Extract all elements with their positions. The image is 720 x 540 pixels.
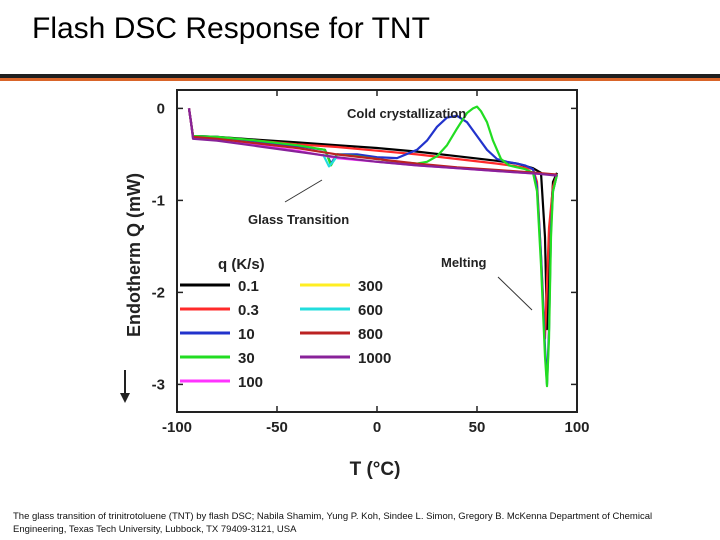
legend-label: 0.3 <box>238 302 259 319</box>
legend: q (K/s) 0.1 0.3 10 30 100 300 600 800 1000 <box>180 256 391 391</box>
y-axis-label: Endotherm Q (mW) <box>124 173 144 337</box>
x-tick-label: 0 <box>373 419 381 436</box>
y-tick-label: -2 <box>152 284 165 301</box>
legend-title: q (K/s) <box>218 256 265 273</box>
annotation-cold-crystallization: Cold crystallization <box>347 106 466 121</box>
x-tick-label: -100 <box>162 419 192 436</box>
glass-transition-pointer <box>284 179 323 203</box>
legend-label: 0.1 <box>238 278 259 295</box>
chart-svg: Endotherm Q (mW) T (°C) -100 -50 0 50 1000-1… <box>120 89 590 480</box>
x-tick-label: -50 <box>266 419 288 436</box>
endotherm-arrow-head <box>120 393 130 403</box>
legend-label: 300 <box>358 278 383 295</box>
y-tick-label: -3 <box>152 376 165 393</box>
y-axis-title: Endotherm Q (mW) <box>120 173 144 403</box>
legend-label: 100 <box>238 374 263 391</box>
title-rule <box>0 74 720 80</box>
annotation-melting: Melting <box>441 255 487 270</box>
series-line-600 <box>322 153 338 168</box>
x-tick-label: 50 <box>469 419 486 436</box>
annotations: Cold crystallization Glass Transition Me… <box>248 106 533 311</box>
x-axis-label: T (°C) <box>350 459 401 480</box>
figure-caption: The glass transition of trinitrotoluene … <box>13 511 653 535</box>
series-line-30 <box>187 105 559 388</box>
slide-title: Flash DSC Response for TNT <box>32 12 430 45</box>
y-tick-label: -1 <box>152 192 165 209</box>
legend-label: 600 <box>358 302 383 319</box>
dsc-chart: Endotherm Q (mW) T (°C) -100 -50 0 50 100 0 -1… <box>100 85 610 485</box>
legend-label: 800 <box>358 326 383 343</box>
legend-label: 30 <box>238 350 255 367</box>
series-line-1000 <box>187 108 558 177</box>
legend-label: 10 <box>238 326 255 343</box>
y-tick-label: 0 <box>157 100 165 117</box>
annotation-glass-transition: Glass Transition <box>248 212 349 227</box>
x-tick-label: 100 <box>564 419 589 436</box>
melting-pointer <box>497 276 533 311</box>
legend-label: 1000 <box>358 350 391 367</box>
title-accent-rule <box>0 78 720 81</box>
